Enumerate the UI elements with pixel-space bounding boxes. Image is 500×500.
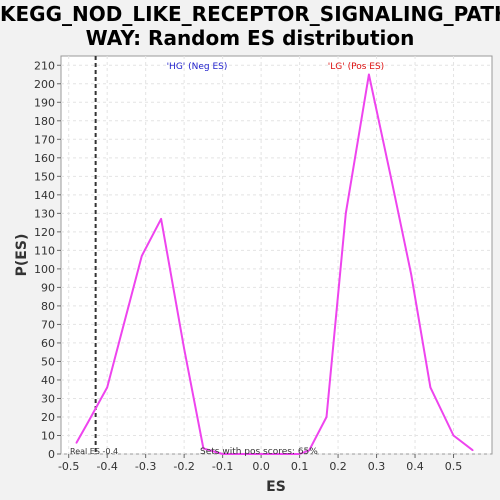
y-tick-label: 30 bbox=[41, 392, 55, 405]
pos-es-label: 'LG' (Pos ES) bbox=[328, 62, 384, 72]
y-tick-label: 180 bbox=[34, 115, 55, 128]
pos-scores-label: Sets with pos scores: 65% bbox=[200, 447, 318, 457]
data-point bbox=[260, 453, 262, 455]
chart-title-line-2: WAY: Random ES distribution bbox=[85, 26, 415, 50]
x-tick-label: 0.1 bbox=[291, 460, 309, 473]
y-tick-label: 70 bbox=[41, 318, 55, 331]
x-tick-label: -0.3 bbox=[135, 460, 156, 473]
x-tick-label: -0.1 bbox=[212, 460, 233, 473]
y-tick-label: 160 bbox=[34, 152, 55, 165]
real-es-label: Real ES -0.4 bbox=[70, 447, 118, 456]
y-tick-label: 140 bbox=[34, 189, 55, 202]
data-point bbox=[452, 434, 455, 437]
data-point bbox=[368, 73, 370, 76]
data-point bbox=[471, 449, 474, 452]
x-tick-label: -0.5 bbox=[58, 460, 79, 473]
data-point bbox=[183, 347, 185, 350]
y-tick-label: 0 bbox=[48, 448, 55, 461]
data-point bbox=[391, 181, 393, 183]
y-tick-label: 60 bbox=[41, 337, 55, 350]
y-axis-label: P(ES) bbox=[14, 234, 30, 277]
y-tick-label: 100 bbox=[34, 263, 55, 276]
data-point bbox=[279, 453, 282, 455]
data-point bbox=[141, 255, 143, 257]
y-tick-label: 90 bbox=[41, 281, 55, 294]
x-axis-label: ES bbox=[266, 479, 286, 495]
y-tick-label: 50 bbox=[41, 355, 55, 368]
x-tick-label: 0.5 bbox=[445, 460, 463, 473]
chart-title-line-1: KEGG_NOD_LIKE_RECEPTOR_SIGNALING_PATH bbox=[0, 2, 500, 26]
data-point bbox=[221, 453, 224, 455]
data-point bbox=[202, 447, 205, 450]
y-axis: 0 10 20 30 40 50 60 70 80 90 100 110 120 130 140 150 160… bbox=[34, 59, 61, 461]
x-tick-label: 0.3 bbox=[368, 460, 386, 473]
x-tick-label: -0.4 bbox=[96, 460, 117, 473]
x-axis: -0.5 -0.4 -0.3 -0.2 -0.1 0.0 0.1 0.2 0.3 0.4 0.5 bbox=[58, 454, 462, 473]
y-tick-label: 120 bbox=[34, 226, 55, 239]
x-tick-label: -0.2 bbox=[173, 460, 194, 473]
y-tick-label: 110 bbox=[34, 244, 55, 257]
chart-title: KEGG_NOD_LIKE_RECEPTOR_SIGNALING_PATH WA… bbox=[0, 2, 500, 50]
data-point bbox=[410, 273, 412, 276]
x-tick-label: 0.4 bbox=[406, 460, 424, 473]
y-tick-label: 10 bbox=[41, 429, 55, 442]
y-tick-label: 170 bbox=[34, 133, 55, 146]
x-tick-label: 0.2 bbox=[329, 460, 347, 473]
data-point bbox=[87, 421, 89, 424]
data-marks bbox=[75, 56, 474, 455]
data-point bbox=[344, 212, 347, 215]
data-point bbox=[325, 416, 328, 418]
data-point bbox=[75, 442, 78, 444]
x-tick-label: 0.0 bbox=[252, 460, 270, 473]
y-tick-label: 210 bbox=[34, 59, 55, 72]
y-tick-label: 20 bbox=[41, 411, 55, 424]
y-tick-label: 200 bbox=[34, 78, 55, 91]
plot-area bbox=[60, 55, 493, 455]
data-point bbox=[308, 449, 311, 452]
data-point bbox=[429, 386, 432, 389]
grid bbox=[61, 56, 492, 455]
data-point bbox=[160, 218, 162, 220]
y-tick-label: 80 bbox=[41, 300, 55, 313]
y-tick-label: 190 bbox=[34, 96, 55, 109]
data-point bbox=[298, 453, 301, 455]
data-point bbox=[241, 453, 243, 455]
y-tick-label: 40 bbox=[41, 374, 55, 387]
y-tick-label: 150 bbox=[34, 170, 55, 183]
y-tick-label: 130 bbox=[34, 207, 55, 220]
data-point bbox=[106, 386, 108, 389]
neg-es-label: 'HG' (Neg ES) bbox=[167, 62, 228, 72]
